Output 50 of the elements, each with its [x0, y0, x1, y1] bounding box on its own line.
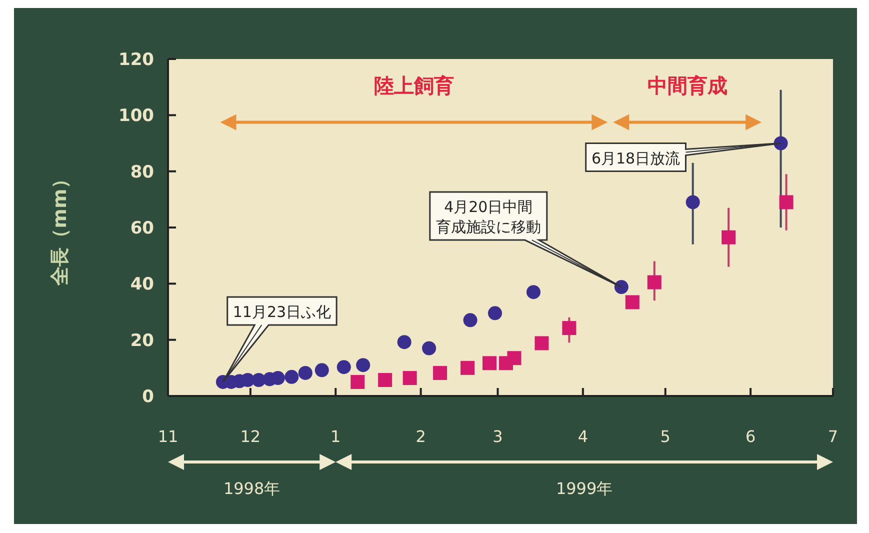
point: [625, 295, 640, 310]
point: [482, 356, 497, 370]
annotation: 中間育成: [647, 74, 728, 98]
point: [298, 366, 312, 380]
x-tick-label: 5: [660, 427, 670, 446]
y-tick-label: 40: [130, 274, 154, 295]
text: 1998年: [223, 479, 280, 498]
text: 1999年: [556, 479, 613, 498]
y-tick-label: 60: [130, 218, 154, 238]
y-tick-label: 20: [130, 330, 154, 351]
y-tick-label: 100: [118, 106, 154, 126]
point: [336, 360, 351, 374]
point: [460, 360, 475, 375]
point: [779, 195, 794, 210]
point: [526, 285, 540, 300]
point: [314, 363, 329, 378]
y-axis-title: 全長（mm）: [49, 170, 71, 286]
x-tick-label: 12: [240, 427, 261, 446]
x-tick-label: 1: [330, 427, 341, 446]
point: [647, 275, 662, 290]
point: [397, 335, 412, 350]
point: [356, 358, 370, 372]
point: [378, 372, 392, 387]
point: [350, 374, 365, 389]
y-tick-label: 80: [130, 162, 154, 182]
annotation: 陸上飼育: [374, 74, 454, 98]
point: [284, 370, 299, 384]
x-tick-label: 3: [492, 427, 503, 446]
point: [774, 136, 788, 150]
x-tick-label: 7: [828, 427, 838, 446]
point: [686, 195, 700, 210]
point: [507, 351, 522, 366]
x-tick-label: 4: [578, 427, 588, 446]
x-tick-label: 2: [416, 427, 426, 446]
x-tick-label: 6: [745, 427, 756, 446]
point: [402, 371, 417, 386]
x-tick-label: 11: [158, 427, 178, 446]
y-tick-label: 120: [118, 50, 154, 70]
annotation: 4月20日中間育成施設に移動: [436, 198, 541, 236]
point: [722, 230, 736, 244]
point: [614, 280, 628, 294]
annotation: 6月18日放流: [591, 149, 680, 168]
point: [488, 306, 502, 320]
point: [463, 313, 478, 328]
point: [422, 341, 436, 356]
y-tick-label: 0: [142, 387, 154, 407]
point: [534, 336, 549, 350]
point: [562, 321, 576, 336]
point: [433, 366, 448, 380]
annotation: 11月23日ふ化: [232, 302, 332, 321]
